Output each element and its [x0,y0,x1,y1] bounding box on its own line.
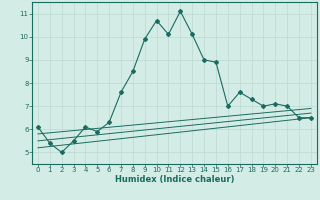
X-axis label: Humidex (Indice chaleur): Humidex (Indice chaleur) [115,175,234,184]
